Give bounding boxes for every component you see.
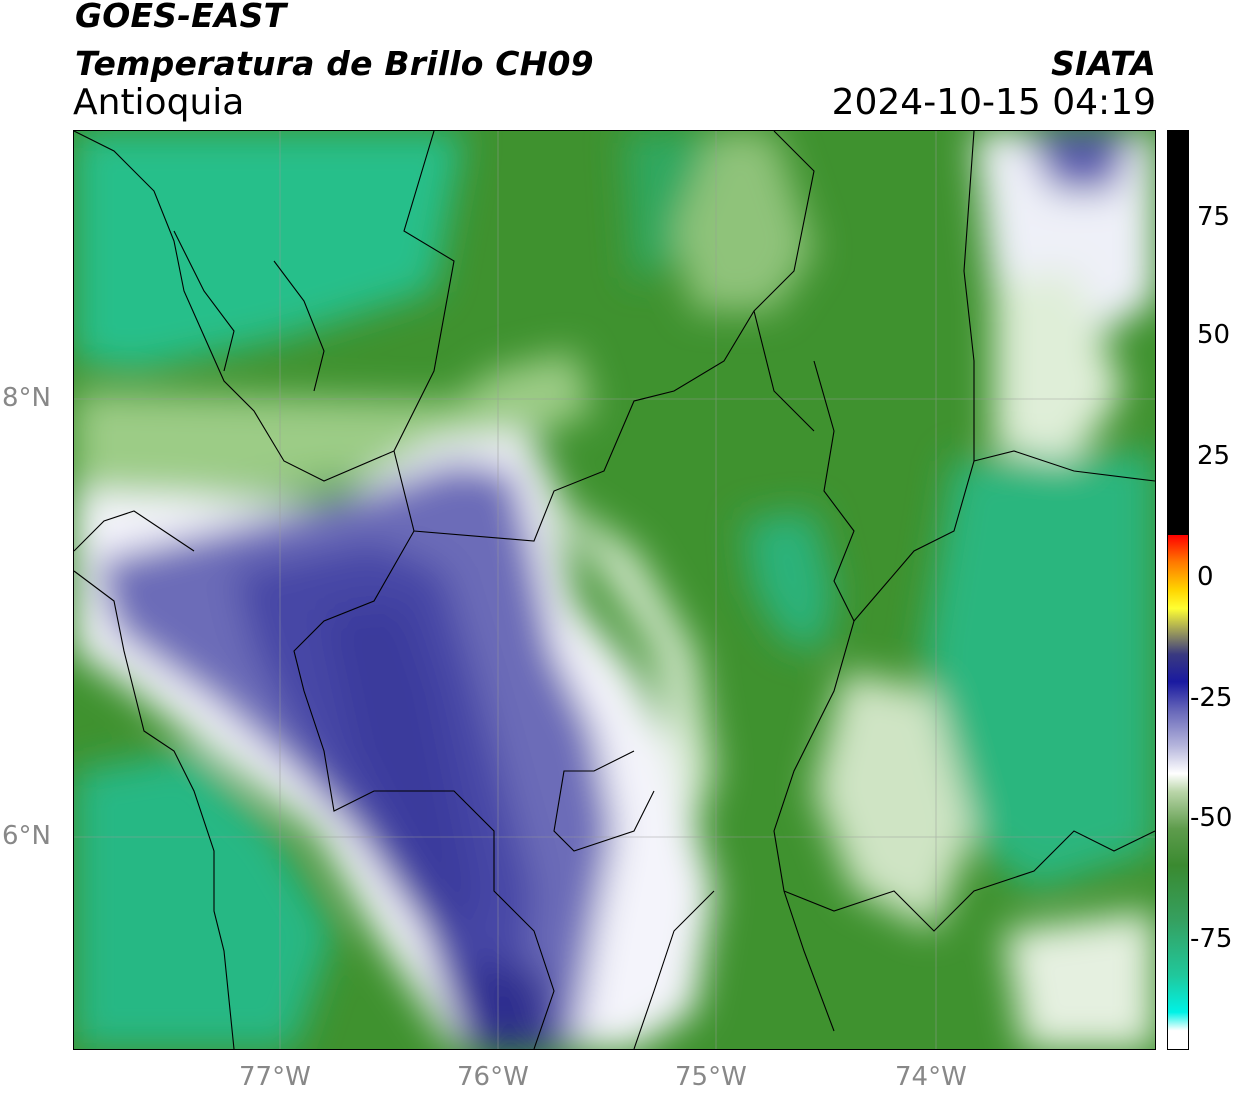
colorbar-label-0: 0 [1197,562,1214,592]
colorbar-label-25: 25 [1197,441,1231,471]
colorbar-label-neg75: -75 [1190,924,1233,954]
product-title: Temperatura de Brillo CH09 [75,44,594,83]
colorbar-label-75: 75 [1197,202,1231,232]
colorbar-label-50: 50 [1197,320,1231,350]
colorbar [1167,130,1189,1050]
timestamp-label: 2024-10-15 04:19 [831,82,1156,123]
colorbar-label-neg50: -50 [1190,803,1233,833]
colorbar-label-neg25: -25 [1190,683,1233,713]
lon-label-74w: 74°W [895,1062,967,1092]
lon-label-76w: 76°W [457,1062,529,1092]
satellite-title: GOES-EAST [75,0,287,35]
lon-label-75w: 75°W [675,1062,747,1092]
agency-label: SIATA [1051,44,1156,83]
lat-label-6n: 6°N [2,821,51,851]
region-label: Antioquia [73,82,245,123]
brightness-temperature-map [73,130,1156,1050]
lon-label-77w: 77°W [239,1062,311,1092]
lat-label-8n: 8°N [2,383,51,413]
